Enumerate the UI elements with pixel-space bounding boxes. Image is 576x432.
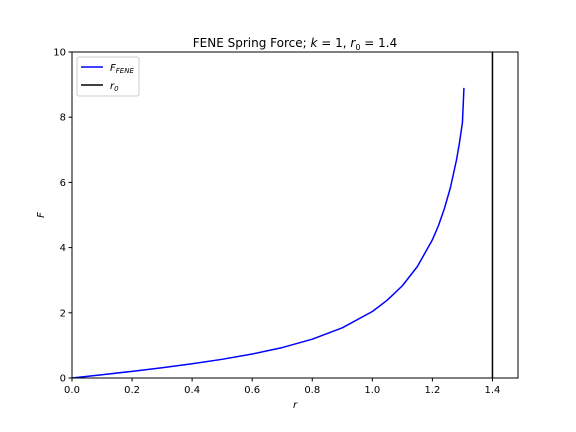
- plot-area-frame: [71, 51, 519, 379]
- x-axis-label: r: [293, 400, 298, 411]
- x-tick-label: 0.2: [124, 385, 140, 396]
- legend: FFENE r0: [76, 56, 140, 97]
- y-tick-label: 8: [60, 113, 66, 124]
- y-axis-label: F: [36, 212, 47, 218]
- x-tick-label: 0.4: [184, 385, 200, 396]
- y-tick-label: 6: [60, 178, 66, 189]
- legend-label-r0: r0: [110, 81, 119, 93]
- x-tick-label: 1.2: [424, 385, 440, 396]
- y-axis: 0 2 4 6 8 10: [53, 48, 72, 385]
- x-tick-label: 0.6: [244, 385, 260, 396]
- x-tick-label: 1.4: [485, 385, 501, 396]
- legend-label-fene: FFENE: [110, 63, 134, 75]
- y-tick-label: 2: [60, 308, 66, 319]
- fene-force-line: [72, 87, 465, 378]
- x-tick-label: 1.0: [364, 385, 380, 396]
- y-tick-label: 10: [53, 48, 66, 59]
- series-layer: [72, 52, 494, 378]
- x-axis: 0.0 0.2 0.4 0.6 0.8 1.0 1.2 1.4: [64, 378, 500, 396]
- x-tick-label: 0.0: [64, 385, 80, 396]
- x-tick-label: 0.8: [304, 385, 320, 396]
- legend-box: [76, 56, 140, 97]
- y-tick-label: 4: [60, 243, 66, 254]
- y-tick-label: 0: [60, 374, 66, 385]
- chart-title: FENE Spring Force; k = 1, r0 = 1.4: [193, 36, 397, 52]
